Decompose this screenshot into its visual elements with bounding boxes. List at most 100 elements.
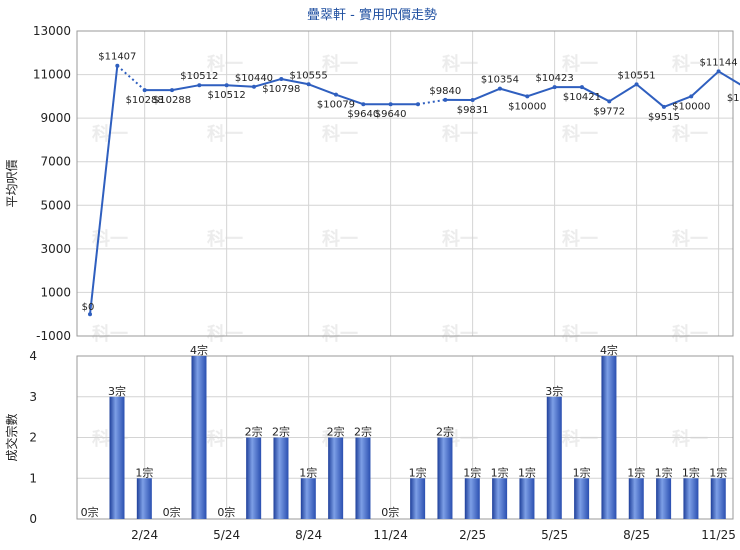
- bar-y-tick-label: 0: [29, 512, 37, 526]
- bar: [492, 478, 508, 519]
- price-point: [661, 104, 666, 109]
- watermark-text: 科一: [92, 323, 128, 345]
- bar: [601, 356, 617, 519]
- price-data-label: $10079: [317, 100, 355, 111]
- bar-data-label: 2宗: [354, 425, 372, 439]
- price-data-label: $9640: [347, 109, 379, 120]
- bar: [109, 396, 125, 519]
- watermark-text: 科一: [562, 53, 598, 75]
- price-point: [497, 86, 502, 91]
- price-point: [306, 82, 311, 87]
- price-line-segment: [499, 87, 528, 98]
- price-line-segment: [171, 84, 200, 92]
- price-line-segment: [581, 86, 610, 103]
- price-data-label: $10512: [180, 71, 218, 82]
- price-y-tick-label: 13000: [33, 24, 71, 38]
- bar-data-label: 1宗: [709, 465, 727, 479]
- bar-data-label: 1宗: [627, 465, 645, 479]
- bar-data-label: 4宗: [190, 343, 208, 357]
- price-line-segment: [690, 70, 720, 98]
- watermark-text: 科一: [322, 323, 358, 345]
- watermark-text: 科一: [322, 228, 358, 250]
- watermark-text: 科一: [562, 123, 598, 145]
- watermark-text: 科一: [562, 228, 598, 250]
- price-point: [470, 98, 475, 103]
- bar-data-label: 0宗: [81, 505, 99, 519]
- bar-data-label: 1宗: [573, 465, 591, 479]
- bar-data-label: 3宗: [545, 384, 563, 398]
- price-point: [552, 85, 557, 90]
- price-y-tick-label: 1000: [40, 285, 71, 299]
- price-point: [716, 69, 721, 74]
- bar-x-tick-label: 2/24: [131, 528, 158, 542]
- bar-data-label: 1宗: [518, 465, 536, 479]
- price-y-tick-label: 11000: [33, 68, 71, 82]
- bar: [410, 478, 426, 519]
- transactions-panel: 0 1 2 3 4 2/24 5/24 8/24 11/24 2/25 5/25 8/25 11/25 成…: [4, 343, 736, 542]
- bar: [437, 437, 453, 519]
- bar: [355, 437, 371, 519]
- bar-plot-frame: [76, 355, 734, 520]
- bar-x-tick-label: 11/24: [373, 528, 408, 542]
- price-y-tick-label: 7000: [40, 155, 71, 169]
- bar: [574, 478, 590, 519]
- watermark-text: 科一: [562, 323, 598, 345]
- bar-data-label: 1宗: [682, 465, 700, 479]
- price-point: [361, 102, 366, 107]
- bar-data-label: 2宗: [436, 425, 454, 439]
- price-data-label: $10555: [290, 70, 328, 81]
- bar-x-tick-label: 5/24: [213, 528, 240, 542]
- watermark-text: 科一: [672, 428, 708, 450]
- bar-y-tick-label: 1: [29, 471, 37, 485]
- watermark-text: 科一: [442, 323, 478, 345]
- price-line-segment: [226, 84, 255, 88]
- price-line-segment: [608, 83, 638, 103]
- watermark-text: 科一: [207, 53, 243, 75]
- price-plot-frame: [76, 30, 734, 337]
- bar-data-label: 2宗: [327, 425, 345, 439]
- price-data-label: $10288: [126, 95, 164, 106]
- watermark-text: 科一: [562, 428, 598, 450]
- price-point: [251, 84, 256, 89]
- bar-data-label: 1宗: [135, 465, 153, 479]
- bar-x-tick-label: 8/25: [623, 528, 650, 542]
- bar: [191, 356, 207, 519]
- price-data-label: $9640: [375, 109, 407, 120]
- price-point: [224, 83, 229, 88]
- watermark-text: 科一: [442, 123, 478, 145]
- price-point: [88, 312, 92, 317]
- bar-x-tick-label: 11/25: [701, 528, 736, 542]
- price-line-segment: [116, 64, 146, 91]
- bar: [628, 478, 644, 519]
- price-data-label: $10798: [262, 84, 300, 95]
- bar: [300, 478, 316, 519]
- bar: [519, 478, 535, 519]
- watermark-text: 科一: [207, 228, 243, 250]
- bar-data-label: 2宗: [245, 425, 263, 439]
- price-y-tick-label: 3000: [40, 242, 71, 256]
- watermark-text: 科一: [672, 323, 708, 345]
- bar: [246, 437, 262, 519]
- bar-x-tick-label: 2/25: [459, 528, 486, 542]
- price-line-segment: [335, 93, 364, 106]
- price-line-segment: [526, 86, 555, 98]
- bar: [273, 437, 289, 519]
- bar-y-tick-label: 2: [29, 431, 37, 445]
- price-data-label: $11407: [98, 52, 136, 63]
- price-point: [579, 85, 584, 90]
- price-line-segment: [718, 70, 740, 86]
- bar-data-label: 0宗: [217, 505, 235, 519]
- price-data-label: $10288: [153, 95, 191, 106]
- price-data-label: $10423: [536, 73, 574, 84]
- price-line-segment: [281, 77, 309, 86]
- bar-data-label: 4宗: [600, 343, 618, 357]
- watermark-text: 科一: [672, 228, 708, 250]
- price-point: [689, 94, 694, 99]
- price-data-label: $0: [82, 302, 95, 313]
- price-point: [443, 97, 448, 102]
- watermark-text: 科一: [672, 53, 708, 75]
- price-point: [415, 102, 420, 107]
- price-line-segment: [417, 98, 446, 106]
- bar-data-label: 1宗: [299, 465, 317, 479]
